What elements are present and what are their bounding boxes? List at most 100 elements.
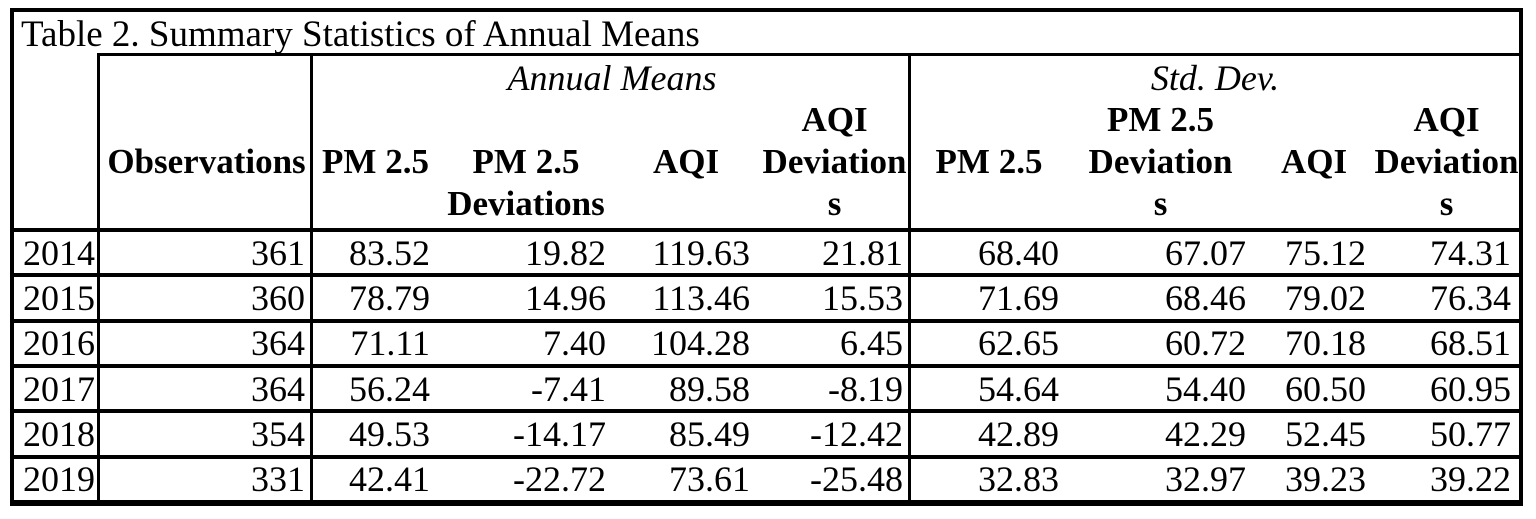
data-cell: -8.19 bbox=[828, 368, 903, 409]
data-cell: -22.72 bbox=[513, 459, 606, 500]
data-cell: 52.45 bbox=[1285, 413, 1366, 454]
header-line: AQI bbox=[1280, 142, 1348, 181]
header-line: AQI bbox=[1413, 100, 1480, 139]
data-cell: 68.51 bbox=[1430, 323, 1511, 364]
observations-column-divider-line bbox=[310, 53, 313, 500]
header-line bbox=[911, 99, 1067, 141]
header-line: PM 2.5 bbox=[322, 142, 429, 181]
header-line: AQI bbox=[801, 100, 868, 139]
col-header-sd-aqi: AQI bbox=[1254, 99, 1374, 225]
header-line: Deviation bbox=[1088, 142, 1233, 181]
table-title: Table 2. Summary Statistics of Annual Me… bbox=[21, 14, 700, 55]
data-cell: 15.53 bbox=[822, 277, 903, 318]
table-row: 2014 361 83.52 19.82 119.63 21.81 68.40 … bbox=[14, 228, 1519, 273]
header-spacer bbox=[100, 55, 313, 99]
data-cell: 32.83 bbox=[978, 459, 1059, 500]
data-cell: 6.45 bbox=[840, 323, 903, 364]
std-dev-group-title: Std. Dev. bbox=[1150, 58, 1280, 98]
header-line: AQI bbox=[652, 142, 720, 181]
col-header-am-pm25-deviations: PM 2.5 Deviations bbox=[438, 99, 614, 225]
year-cell: 2018 bbox=[23, 413, 95, 454]
year-cell: 2015 bbox=[23, 277, 95, 318]
data-cell: 32.97 bbox=[1165, 459, 1246, 500]
header-line: Observations bbox=[107, 142, 306, 181]
annual-means-subheaders: PM 2.5 PM 2.5 Deviations AQI AQI bbox=[313, 99, 911, 225]
data-cell: 60.50 bbox=[1285, 368, 1366, 409]
std-dev-group: Std. Dev. PM 2.5 PM 2.5 Deviation s A bbox=[911, 55, 1519, 228]
data-cell: 78.79 bbox=[349, 277, 430, 318]
data-cell: 21.81 bbox=[822, 232, 903, 273]
year-cell: 2014 bbox=[23, 232, 95, 273]
data-cell: -14.17 bbox=[513, 413, 606, 454]
data-cell: 68.40 bbox=[978, 232, 1059, 273]
data-cell: 73.61 bbox=[669, 459, 750, 500]
col-header-sd-aqi-deviations: AQI Deviation s bbox=[1374, 99, 1519, 225]
std-dev-subheaders: PM 2.5 PM 2.5 Deviation s AQI AQI bbox=[911, 99, 1519, 225]
data-cell: 113.46 bbox=[652, 277, 750, 318]
data-cell: 60.72 bbox=[1165, 323, 1246, 364]
observations-cell: 364 bbox=[251, 323, 305, 364]
table-row: 2019 331 42.41 -22.72 73.61 -25.48 32.83… bbox=[14, 454, 1519, 500]
data-cell: 56.24 bbox=[349, 368, 430, 409]
header-line: PM 2.5 bbox=[472, 142, 580, 181]
data-cell: 71.11 bbox=[350, 323, 430, 364]
data-cell: 50.77 bbox=[1430, 413, 1511, 454]
header-line bbox=[1254, 99, 1374, 141]
data-cell: 54.40 bbox=[1165, 368, 1246, 409]
observations-cell: 331 bbox=[251, 459, 305, 500]
data-cell: -12.42 bbox=[810, 413, 903, 454]
table-row: 2016 364 71.11 7.40 104.28 6.45 62.65 60… bbox=[14, 318, 1519, 364]
data-cell: 68.46 bbox=[1165, 277, 1246, 318]
title-divider-line bbox=[97, 53, 1519, 56]
data-cell: 67.07 bbox=[1165, 232, 1246, 273]
year-column-divider-line bbox=[97, 53, 100, 500]
header-line bbox=[438, 99, 614, 141]
col-header-am-aqi-deviations: AQI Deviation s bbox=[758, 99, 911, 225]
header-line: Deviation bbox=[762, 142, 907, 181]
col-header-am-aqi: AQI bbox=[614, 99, 758, 225]
year-cell: 2016 bbox=[23, 323, 95, 364]
header-line: Deviations bbox=[447, 184, 605, 223]
data-cell: 7.40 bbox=[543, 323, 606, 364]
data-cell: 60.95 bbox=[1430, 368, 1511, 409]
header-line bbox=[313, 183, 438, 225]
data-cell: 89.58 bbox=[669, 368, 750, 409]
observations-cell: 361 bbox=[251, 232, 305, 273]
header-line bbox=[911, 183, 1067, 225]
observations-cell: 354 bbox=[251, 413, 305, 454]
header-line: s bbox=[1439, 184, 1454, 223]
header-line bbox=[100, 99, 313, 141]
data-cell: 79.02 bbox=[1285, 277, 1366, 318]
header-line bbox=[1254, 183, 1374, 225]
data-cell: 62.65 bbox=[978, 323, 1059, 364]
data-cell: -25.48 bbox=[810, 459, 903, 500]
data-cell: 70.18 bbox=[1285, 323, 1366, 364]
data-cell: 74.31 bbox=[1430, 232, 1511, 273]
data-cell: 14.96 bbox=[525, 277, 606, 318]
data-cell: 71.69 bbox=[978, 277, 1059, 318]
data-cell: 19.82 bbox=[525, 232, 606, 273]
observations-cell: 360 bbox=[251, 277, 305, 318]
header-line bbox=[614, 183, 758, 225]
annual-means-group-title: Annual Means bbox=[507, 58, 717, 98]
data-cell: 83.52 bbox=[349, 232, 430, 273]
header-line bbox=[100, 183, 313, 225]
header-line: PM 2.5 bbox=[935, 142, 1043, 181]
header-line: Deviation bbox=[1374, 142, 1519, 181]
data-cell: 85.49 bbox=[669, 413, 750, 454]
year-cell: 2017 bbox=[23, 368, 95, 409]
header-line: s bbox=[827, 184, 842, 223]
col-header-sd-pm25: PM 2.5 bbox=[911, 99, 1067, 225]
header-line bbox=[313, 99, 438, 141]
annual-means-group: Annual Means PM 2.5 PM 2.5 Deviations bbox=[313, 55, 911, 228]
header-line: s bbox=[1153, 184, 1168, 223]
observations-column-header: Observations bbox=[100, 55, 313, 228]
observations-cell: 364 bbox=[251, 368, 305, 409]
year-cell: 2019 bbox=[23, 459, 95, 500]
data-cell: 49.53 bbox=[349, 413, 430, 454]
data-cell: 42.89 bbox=[978, 413, 1059, 454]
data-cell: 42.41 bbox=[349, 459, 430, 500]
table-header: Observations Annual Means PM 2.5 PM 2.5 … bbox=[14, 55, 1519, 228]
col-header-am-pm25: PM 2.5 bbox=[313, 99, 438, 225]
